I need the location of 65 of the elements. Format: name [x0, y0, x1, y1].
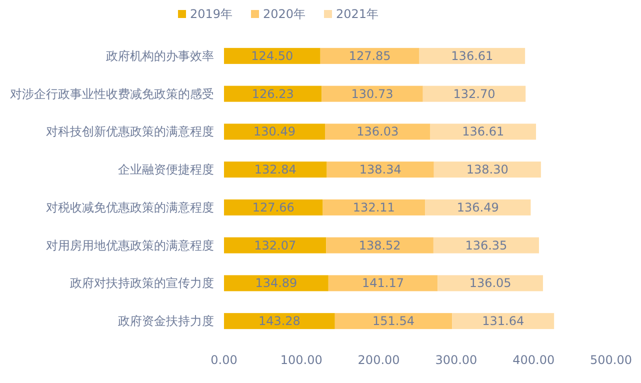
legend-label: 2021年 [336, 7, 379, 21]
bar [425, 199, 531, 216]
bar [419, 48, 526, 64]
bar [452, 313, 554, 330]
bar [224, 48, 320, 64]
data-label: 131.64 [482, 314, 524, 328]
data-label: 136.35 [465, 238, 508, 252]
data-label: 130.73 [351, 86, 394, 101]
data-label: 124.50 [251, 48, 294, 63]
data-label: 134.89 [255, 276, 298, 290]
bar [325, 124, 430, 140]
bar [326, 237, 434, 254]
data-label: 141.17 [362, 276, 404, 290]
data-label: 136.61 [462, 124, 504, 139]
bar [224, 275, 328, 292]
y-tick-label: 企业融资便捷程度 [118, 162, 214, 177]
bar [224, 86, 322, 102]
data-label: 136.61 [451, 48, 494, 63]
bar [430, 124, 536, 140]
bar [224, 313, 335, 330]
y-tick-label: 对税收减免优惠政策的满意程度 [46, 200, 214, 214]
x-tick-label: 0.00 [210, 353, 238, 367]
data-label: 126.23 [252, 86, 294, 101]
data-label: 143.28 [258, 314, 300, 328]
data-label: 151.54 [372, 314, 415, 328]
bar [326, 162, 434, 178]
data-label: 132.84 [254, 162, 296, 177]
x-tick-label: 300.00 [435, 353, 478, 367]
data-label: 136.49 [456, 200, 499, 214]
bar [434, 162, 541, 178]
bar [433, 237, 539, 254]
bar [334, 313, 452, 330]
data-label: 132.70 [453, 86, 496, 101]
bar [322, 86, 423, 102]
x-tick-label: 200.00 [358, 353, 400, 367]
bar [422, 86, 526, 102]
y-tick-label: 对用房用地优惠政策的满意程度 [46, 238, 214, 252]
data-label: 127.85 [348, 48, 391, 63]
data-label: 138.34 [359, 162, 402, 177]
bar [320, 48, 420, 64]
y-tick-label: 对科技创新优惠政策的满意程度 [46, 124, 214, 139]
x-tick-label: 500.00 [590, 353, 632, 367]
data-label: 132.07 [254, 238, 296, 252]
data-label: 127.66 [252, 200, 294, 214]
data-label: 132.11 [352, 200, 395, 214]
y-tick-label: 政府机构的办事效率 [106, 48, 214, 63]
y-tick-label: 对涉企行政事业性收费减免政策的感受 [10, 86, 214, 101]
data-label: 138.30 [466, 162, 508, 177]
x-tick-label: 400.00 [512, 353, 555, 367]
bar [438, 275, 543, 292]
data-label: 138.52 [358, 238, 401, 252]
data-label: 130.49 [254, 124, 296, 139]
legend-label: 2019年 [190, 7, 233, 21]
bar [224, 162, 327, 178]
bar [322, 199, 426, 216]
bar [328, 275, 438, 292]
data-label: 136.05 [469, 276, 512, 290]
x-tick-label: 100.00 [280, 353, 322, 367]
legend-label: 2020年 [263, 7, 306, 21]
data-label: 136.03 [356, 124, 399, 139]
y-tick-label: 政府对扶持政策的宣传力度 [70, 276, 214, 290]
bar [224, 124, 325, 140]
bar [224, 199, 323, 216]
y-tick-label: 政府资金扶持力度 [118, 314, 214, 328]
bar [224, 237, 326, 254]
